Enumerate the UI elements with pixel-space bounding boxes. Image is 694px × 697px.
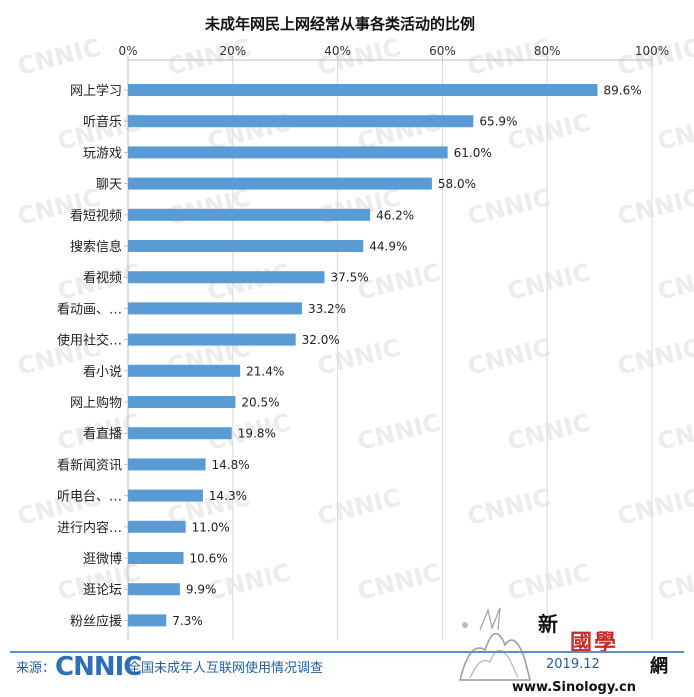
cnnic-watermark-text: CNNIC: [615, 183, 694, 231]
value-label: 21.4%: [246, 364, 284, 378]
value-label: 44.9%: [369, 240, 407, 254]
category-label: 听电台、…: [57, 490, 122, 505]
cnnic-watermark-text: CNNIC: [315, 183, 404, 231]
bar: [128, 520, 186, 533]
x-tick-label: 20%: [219, 44, 246, 58]
value-label: 20.5%: [241, 396, 279, 410]
watermark-wang: 網: [650, 656, 668, 677]
bar: [128, 240, 364, 252]
footer-survey-name: 全国未成年人互联网使用情况调查: [128, 661, 324, 676]
cnnic-watermark-text: CNNIC: [465, 483, 554, 531]
bar: [128, 84, 598, 96]
value-label: 32.0%: [302, 333, 340, 347]
value-label: 11.0%: [192, 520, 230, 534]
footer-source-label: 来源：: [16, 661, 56, 676]
category-label: 看动画、…: [57, 301, 122, 317]
footer-date: 2019.12: [546, 657, 600, 672]
bar-chart: CNNIC CNNIC CNNIC CNNIC CNNIC CNNIC CNNIC CNNIC…: [15, 15, 694, 640]
cnnic-watermark-text: CNNIC: [655, 558, 694, 606]
category-label: 搜索信息: [70, 239, 122, 255]
cnnic-logo: CNNIC: [55, 652, 142, 682]
category-label: 聊天: [96, 178, 122, 193]
value-label: 10.6%: [190, 552, 228, 566]
category-label: 粉丝应援: [70, 613, 122, 629]
bar: [128, 271, 325, 284]
watermark-xin: 新: [538, 612, 558, 636]
category-label: 看新闻资讯: [57, 457, 122, 473]
cnnic-watermark-text: CNNIC: [505, 108, 594, 156]
cnnic-watermark-text: CNNIC: [165, 183, 254, 231]
bar: [128, 208, 371, 221]
bar: [128, 583, 180, 596]
value-label: 46.2%: [376, 208, 414, 222]
x-tick-label: 0%: [118, 44, 137, 58]
x-tick-label: 80%: [534, 44, 561, 58]
cnnic-watermark-text: CNNIC: [465, 183, 554, 231]
value-label: 61.0%: [454, 146, 492, 160]
cnnic-watermark-text: CNNIC: [505, 258, 594, 306]
value-label: 58.0%: [438, 177, 476, 191]
value-label: 33.2%: [308, 302, 346, 316]
value-label: 19.8%: [238, 427, 276, 441]
cnnic-watermark-text: CNNIC: [615, 483, 694, 531]
cnnic-watermark-text: CNNIC: [355, 408, 444, 456]
chart-title: 未成年网民上网经常从事各类活动的比例: [204, 15, 475, 33]
category-label: 逛微博: [83, 552, 122, 567]
category-label: 看小说: [83, 364, 122, 380]
category-label: 网上购物: [70, 395, 122, 411]
bar: [128, 552, 184, 564]
category-label: 进行内容…: [57, 520, 122, 536]
cnnic-watermark-text: CNNIC: [655, 258, 694, 306]
bar: [128, 115, 474, 128]
bar: [128, 396, 236, 408]
x-tick-label: 100%: [635, 44, 669, 58]
cnnic-watermark-text: CNNIC: [505, 558, 594, 606]
value-label: 14.8%: [212, 458, 250, 472]
bar: [128, 302, 302, 315]
category-label: 听音乐: [83, 114, 122, 130]
cnnic-watermark-text: CNNIC: [465, 333, 554, 381]
cnnic-watermark-text: CNNIC: [15, 33, 104, 81]
cnnic-watermark-text: CNNIC: [505, 408, 594, 456]
bar: [128, 364, 241, 377]
category-label: 玩游戏: [83, 146, 122, 161]
value-label: 9.9%: [186, 583, 217, 597]
bar: [128, 333, 296, 346]
x-tick-label: 40%: [324, 44, 351, 58]
labels-layer: 网上学习 89.6% 听音乐 65.9% 玩游戏 61.0% 聊天 58.0% 看短视频 46.2…: [57, 83, 642, 629]
cnnic-watermark-text: CNNIC: [615, 333, 694, 381]
watermark-site-url: www.Sinology.cn: [512, 680, 637, 695]
bar: [128, 614, 167, 627]
value-label: 37.5%: [331, 271, 369, 285]
x-tick-label: 60%: [429, 44, 456, 58]
footer-divider: [10, 651, 684, 653]
value-label: 7.3%: [172, 614, 203, 628]
value-label: 89.6%: [604, 84, 642, 98]
category-label: 看直播: [83, 426, 122, 442]
cnnic-watermark-text: CNNIC: [315, 483, 404, 531]
cnnic-watermark-text: CNNIC: [655, 408, 694, 456]
bar: [128, 177, 432, 190]
category-label: 看短视频: [70, 208, 122, 224]
bars-layer: [128, 84, 598, 627]
bar: [128, 458, 206, 471]
cnnic-watermark-text: CNNIC: [355, 558, 444, 606]
cnnic-watermark-text: CNNIC: [655, 108, 694, 156]
category-label: 使用社交…: [57, 333, 122, 349]
sinology-watermark-art: [459, 607, 531, 681]
category-label: 网上学习: [70, 83, 122, 99]
value-label: 14.3%: [209, 489, 247, 503]
bar: [128, 427, 232, 440]
bar: [128, 489, 203, 502]
category-label: 逛论坛: [83, 583, 122, 598]
bar: [128, 146, 448, 159]
value-label: 65.9%: [479, 115, 517, 129]
category-label: 看视频: [83, 270, 122, 286]
grid-layer: 0% 20% 40% 60% 80% 100%: [118, 44, 669, 640]
